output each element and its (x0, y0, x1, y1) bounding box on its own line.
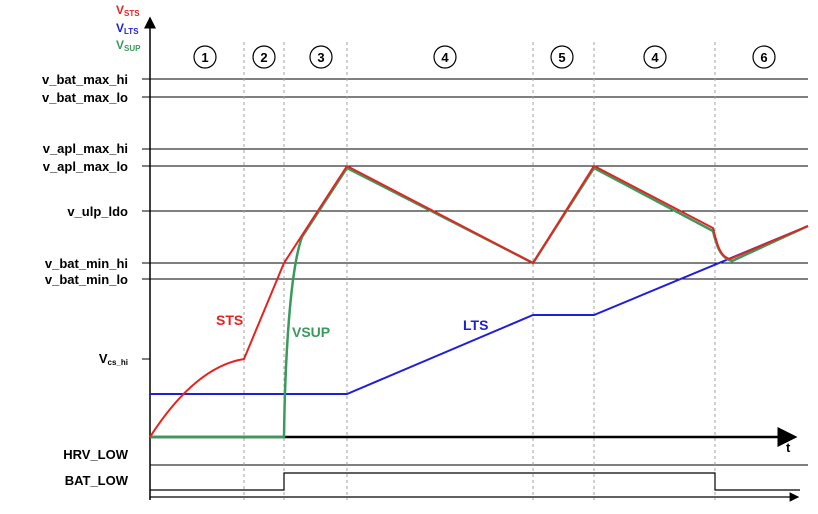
lts-label: LTS (463, 317, 488, 333)
phase-marker-1 (193, 45, 217, 69)
y-axis-label-sts: VSTS (116, 3, 140, 18)
vsup-label: VSUP (292, 324, 330, 340)
phase-marker-4b (643, 45, 667, 69)
phase-markers: 1 2 3 4 5 4 6 (193, 45, 776, 69)
level-label-vcs-hi: Vcs_hi (99, 351, 128, 367)
level-label-v-ulp-ldo: v_ulp_ldo (67, 204, 128, 219)
signal-label-hrv-low: HRV_LOW (63, 447, 128, 462)
bat-low-trace (150, 472, 800, 491)
level-lines (142, 78, 808, 466)
phase-label-5: 5 (558, 50, 565, 65)
signal-label-bat-low: BAT_LOW (65, 473, 129, 488)
level-label-v-apl-max-lo: v_apl_max_lo (43, 159, 128, 174)
phase-marker-3 (309, 45, 333, 69)
level-label-v-bat-max-lo: v_bat_max_lo (42, 90, 128, 105)
phase-label-4a: 4 (441, 50, 449, 65)
y-axis-label-lts: VLTS (116, 21, 139, 36)
phase-marker-2 (252, 45, 276, 69)
sts-label: STS (216, 312, 243, 328)
y-axis-label-vsup: VSUP (116, 38, 141, 53)
level-label-v-bat-min-hi: v_bat_min_hi (45, 256, 128, 271)
sts-curve (149, 164, 809, 438)
level-label-v-bat-min-lo: v_bat_min_lo (45, 272, 128, 287)
phase-label-6: 6 (760, 50, 767, 65)
phase-label-3: 3 (317, 50, 324, 65)
vsup-curve (150, 166, 809, 439)
phase-label-1: 1 (201, 50, 208, 65)
phase-marker-5 (550, 45, 574, 69)
phase-dividers (243, 42, 716, 500)
phase-label-4b: 4 (651, 50, 659, 65)
lts-curve (150, 225, 809, 395)
phase-marker-6 (752, 45, 776, 69)
phase-label-2: 2 (260, 50, 267, 65)
x-axis-label: t (786, 440, 791, 455)
level-label-v-bat-max-hi: v_bat_max_hi (42, 72, 128, 87)
level-label-v-apl-max-hi: v_apl_max_hi (43, 141, 128, 156)
phase-marker-4a (433, 45, 457, 69)
